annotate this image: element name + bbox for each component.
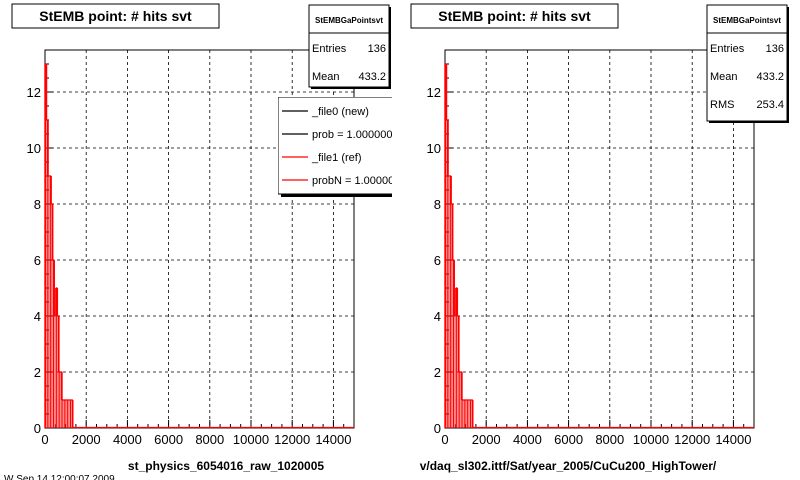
x-tick-label: 2000: [472, 432, 501, 447]
legend-entry-label: _file0 (new): [311, 106, 369, 118]
stats-value: 253.4: [756, 99, 784, 111]
x-tick-label: 10000: [633, 432, 669, 447]
legend-box: [278, 97, 392, 195]
x-tick-label: 6000: [154, 432, 183, 447]
stats-name: StEMBGaPointsvt: [713, 16, 781, 25]
x-tick-label: 10000: [233, 432, 269, 447]
y-tick-label: 2: [34, 365, 41, 380]
legend: _file0 (new) prob = 1.000000 _file1 (ref) p…: [278, 97, 400, 197]
x-tick-label: 14000: [715, 432, 751, 447]
y-tick-label: 12: [27, 85, 41, 100]
chart-title: StEMB point: # hits svt: [39, 8, 192, 24]
stats-label: Mean: [710, 71, 738, 83]
stats-value: 136: [766, 43, 784, 55]
stats-box: [706, 4, 788, 122]
x-tick-label: 4000: [113, 432, 142, 447]
y-tick-label: 12: [427, 85, 441, 100]
legend-entry-label: _file1 (ref): [311, 152, 362, 164]
stats-value: 433.2: [756, 71, 784, 83]
stats-box: [308, 4, 390, 88]
y-tick-label: 4: [34, 309, 41, 324]
y-tick-label: 6: [434, 253, 441, 268]
x-tick-label: 4000: [513, 432, 542, 447]
y-tick-label: 6: [34, 253, 41, 268]
x-tick-label: 6000: [554, 432, 583, 447]
y-tick-label: 0: [34, 421, 41, 436]
x-axis-label: st_physics_6054016_raw_1020005: [128, 459, 324, 473]
x-tick-label: 0: [441, 432, 448, 447]
stats-value: 136: [368, 43, 386, 55]
chart-title: StEMB point: # hits svt: [438, 8, 591, 24]
histogram-panel-2: 0 2000 4000 6000 8000 10000 12000 14000 0 2 4 6 8 10 1…: [410, 3, 789, 473]
x-tick-label: 0: [41, 432, 48, 447]
legend-entry-label: probN = 1.000000: [312, 175, 400, 187]
stats-label: RMS: [710, 99, 734, 111]
legend-entry-label: prob = 1.000000: [312, 129, 392, 141]
stats-label: Entries: [710, 43, 745, 55]
x-axis-label: v/daq_sl302.ittf/Sat/year_2005/CuCu200_H…: [420, 459, 717, 473]
stats-label: Entries: [312, 43, 347, 55]
stats-label: Mean: [312, 71, 340, 83]
y-tick-label: 2: [434, 365, 441, 380]
y-tick-label: 10: [427, 141, 441, 156]
y-tick-label: 8: [34, 197, 41, 212]
stats-value: 433.2: [358, 71, 386, 83]
x-tick-label: 8000: [595, 432, 624, 447]
footer-timestamp: W Sep 14 12:00:07 2009: [4, 474, 115, 480]
stats-name: StEMBGaPointsvt: [315, 16, 383, 25]
x-tick-label: 12000: [274, 432, 310, 447]
x-tick-label: 14000: [315, 432, 351, 447]
y-tick-label: 10: [27, 141, 41, 156]
x-tick-label: 2000: [72, 432, 101, 447]
y-tick-label: 0: [434, 421, 441, 436]
title-box: [410, 3, 619, 29]
y-tick-label: 8: [434, 197, 441, 212]
x-tick-label: 8000: [195, 432, 224, 447]
histogram-panel-1: 0 2000 4000 6000 8000 10000 12000 14000 0 2 4 6 8 10 1…: [11, 3, 400, 473]
title-box: [11, 3, 220, 29]
y-tick-label: 4: [434, 309, 441, 324]
x-tick-label: 12000: [674, 432, 710, 447]
